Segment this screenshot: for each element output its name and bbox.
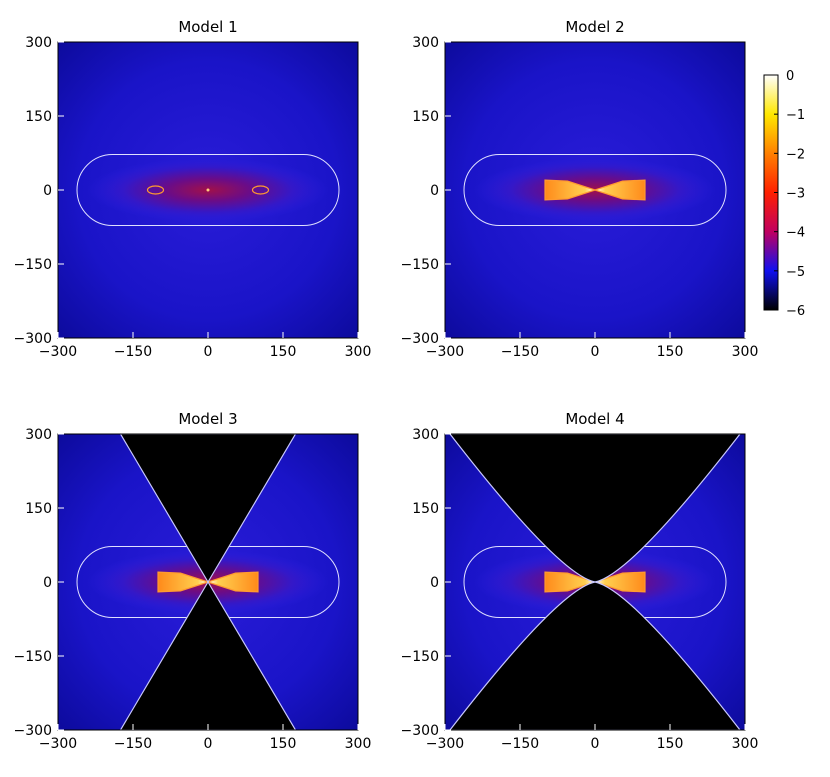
model-4-upper-cone bbox=[449, 434, 741, 583]
model-1-x-tick-label: −150 bbox=[114, 344, 152, 360]
model-1-title: Model 1 bbox=[178, 18, 237, 36]
panel-model-4: −300 −150 0 150 300 −300 −150 0 150 300 Model 4 bbox=[401, 410, 759, 752]
model-4-x-tick-label: −300 bbox=[426, 736, 464, 752]
model-1-y-tick-label: 0 bbox=[43, 183, 52, 199]
model-2-x-tick-label: −150 bbox=[501, 344, 539, 360]
colorbar-tick-label: −5 bbox=[786, 265, 805, 280]
model-3-y-tick-label: −150 bbox=[14, 649, 52, 665]
model-4-x-tick-label: 150 bbox=[657, 736, 684, 752]
model-4-x-tick-label: 0 bbox=[591, 736, 600, 752]
panel-model-3: −300 −150 0 150 300 −300 −150 0 150 300 Model 3 bbox=[14, 410, 372, 752]
colorbar: 0 −1 −2 −3 −4 −5 −6 bbox=[763, 69, 805, 319]
model-2-title: Model 2 bbox=[565, 18, 624, 36]
model-2-x-tick-label: 150 bbox=[657, 344, 684, 360]
model-3-y-tick-label: 0 bbox=[43, 575, 52, 591]
model-1-x-tick-label: 150 bbox=[270, 344, 297, 360]
model-4-y-tick-label: −300 bbox=[401, 723, 439, 739]
model-1-x-tick-label: −300 bbox=[39, 344, 77, 360]
model-2-y-tick-label: 150 bbox=[412, 109, 439, 125]
model-4-y-tick-label: 300 bbox=[412, 427, 439, 443]
model-1-center-dot bbox=[206, 188, 210, 192]
model-4-y-tick-label: −150 bbox=[401, 649, 439, 665]
model-2-y-tick-label: 0 bbox=[430, 183, 439, 199]
panel-model-2: −300 −150 0 150 300 −300 −150 0 150 300 Model 2 bbox=[401, 18, 759, 360]
model-3-lower-cone bbox=[119, 580, 297, 730]
model-1-y-tick-label: −150 bbox=[14, 257, 52, 273]
model-3-title: Model 3 bbox=[178, 410, 237, 428]
panel-model-1: −300 −150 0 150 300 −300 −150 0 150 300 Model 1 bbox=[14, 18, 372, 360]
model-3-y-tick-label: −300 bbox=[14, 723, 52, 739]
model-4-x-tick-label: 300 bbox=[732, 736, 759, 752]
model-3-y-tick-label: 300 bbox=[25, 427, 52, 443]
colorbar-tick-label: −3 bbox=[786, 187, 805, 202]
model-4-y-tick-label: 0 bbox=[430, 575, 439, 591]
colorbar-tick-label: −4 bbox=[786, 226, 805, 241]
model-2-x-tick-label: −300 bbox=[426, 344, 464, 360]
model-1-y-tick-label: 150 bbox=[25, 109, 52, 125]
model-2-outer-contour bbox=[463, 153, 727, 227]
model-3-x-tick-label: 300 bbox=[345, 736, 372, 752]
model-2-y-tick-label: −150 bbox=[401, 257, 439, 273]
model-1-outer-contour bbox=[76, 153, 340, 227]
model-3-x-tick-label: 150 bbox=[270, 736, 297, 752]
model-2-x-tick-label: 0 bbox=[591, 344, 600, 360]
model-3-x-tick-label: 0 bbox=[204, 736, 213, 752]
model-3-y-tick-label: 150 bbox=[25, 501, 52, 517]
model-2-y-tick-label: −300 bbox=[401, 331, 439, 347]
model-1-y-tick-label: −300 bbox=[14, 331, 52, 347]
model-2-x-tick-label: 300 bbox=[732, 344, 759, 360]
model-4-title: Model 4 bbox=[565, 410, 624, 428]
colorbar-tick-label: −6 bbox=[786, 304, 805, 319]
model-4-lower-cone bbox=[449, 581, 741, 730]
colorbar-tick-label: −2 bbox=[786, 147, 805, 162]
model-1-y-tick-label: 300 bbox=[25, 35, 52, 51]
model-3-upper-cone bbox=[119, 434, 297, 584]
model-2-y-tick-label: 300 bbox=[412, 35, 439, 51]
model-1-hotspot-1 bbox=[146, 185, 165, 195]
model-1-hotspot-2 bbox=[251, 185, 270, 195]
model-1-x-tick-label: 0 bbox=[204, 344, 213, 360]
colorbar-tick-label: 0 bbox=[786, 69, 794, 84]
model-3-x-tick-label: −150 bbox=[114, 736, 152, 752]
colorbar-tick-label: −1 bbox=[786, 108, 805, 123]
model-4-x-tick-label: −150 bbox=[501, 736, 539, 752]
model-4-y-tick-label: 150 bbox=[412, 501, 439, 517]
model-3-x-tick-label: −300 bbox=[39, 736, 77, 752]
model-2-bowtie-region bbox=[544, 179, 646, 201]
model-1-x-tick-label: 300 bbox=[345, 344, 372, 360]
